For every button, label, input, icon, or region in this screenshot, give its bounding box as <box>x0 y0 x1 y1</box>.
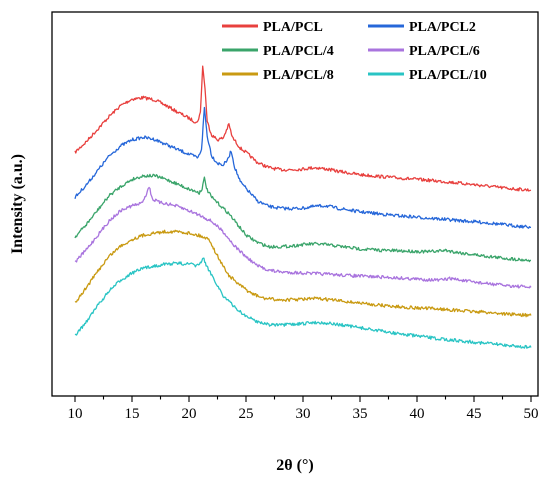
series-line-1 <box>74 65 532 192</box>
x-tick-label: 25 <box>239 406 254 422</box>
series-line-2 <box>74 106 532 229</box>
legend-label-5: PLA/PCL/8 <box>263 68 334 83</box>
legend-label-1: PLA/PCL <box>263 20 323 35</box>
x-tick-label: 15 <box>125 406 140 422</box>
x-tick-label: 40 <box>410 406 425 422</box>
x-axis: 10 15 20 25 30 35 40 45 50 <box>68 396 539 422</box>
plot-frame <box>51 11 539 397</box>
series-line-5 <box>74 229 532 318</box>
x-tick-label: 30 <box>296 406 311 422</box>
x-tick-label: 45 <box>467 406 482 422</box>
legend-label-3: PLA/PCL/4 <box>263 44 334 59</box>
x-axis-title: 2θ (°) <box>276 457 313 474</box>
x-tick-label: 20 <box>182 406 197 422</box>
plot-area <box>74 65 532 349</box>
series-line-3 <box>74 173 531 263</box>
series-line-6 <box>74 257 532 349</box>
series-line-4 <box>74 186 532 289</box>
legend-label-2: PLA/PCL2 <box>409 20 476 35</box>
legend: PLA/PCL PLA/PCL2 PLA/PCL/4 PLA/PCL/6 PLA/PCL… <box>222 20 487 83</box>
y-axis-title: Intensity (a.u.) <box>9 154 26 254</box>
x-tick-label: 10 <box>68 406 83 422</box>
legend-label-4: PLA/PCL/6 <box>409 44 480 59</box>
x-tick-label: 35 <box>353 406 368 422</box>
legend-label-6: PLA/PCL/10 <box>409 68 487 83</box>
x-tick-label: 50 <box>524 406 539 422</box>
